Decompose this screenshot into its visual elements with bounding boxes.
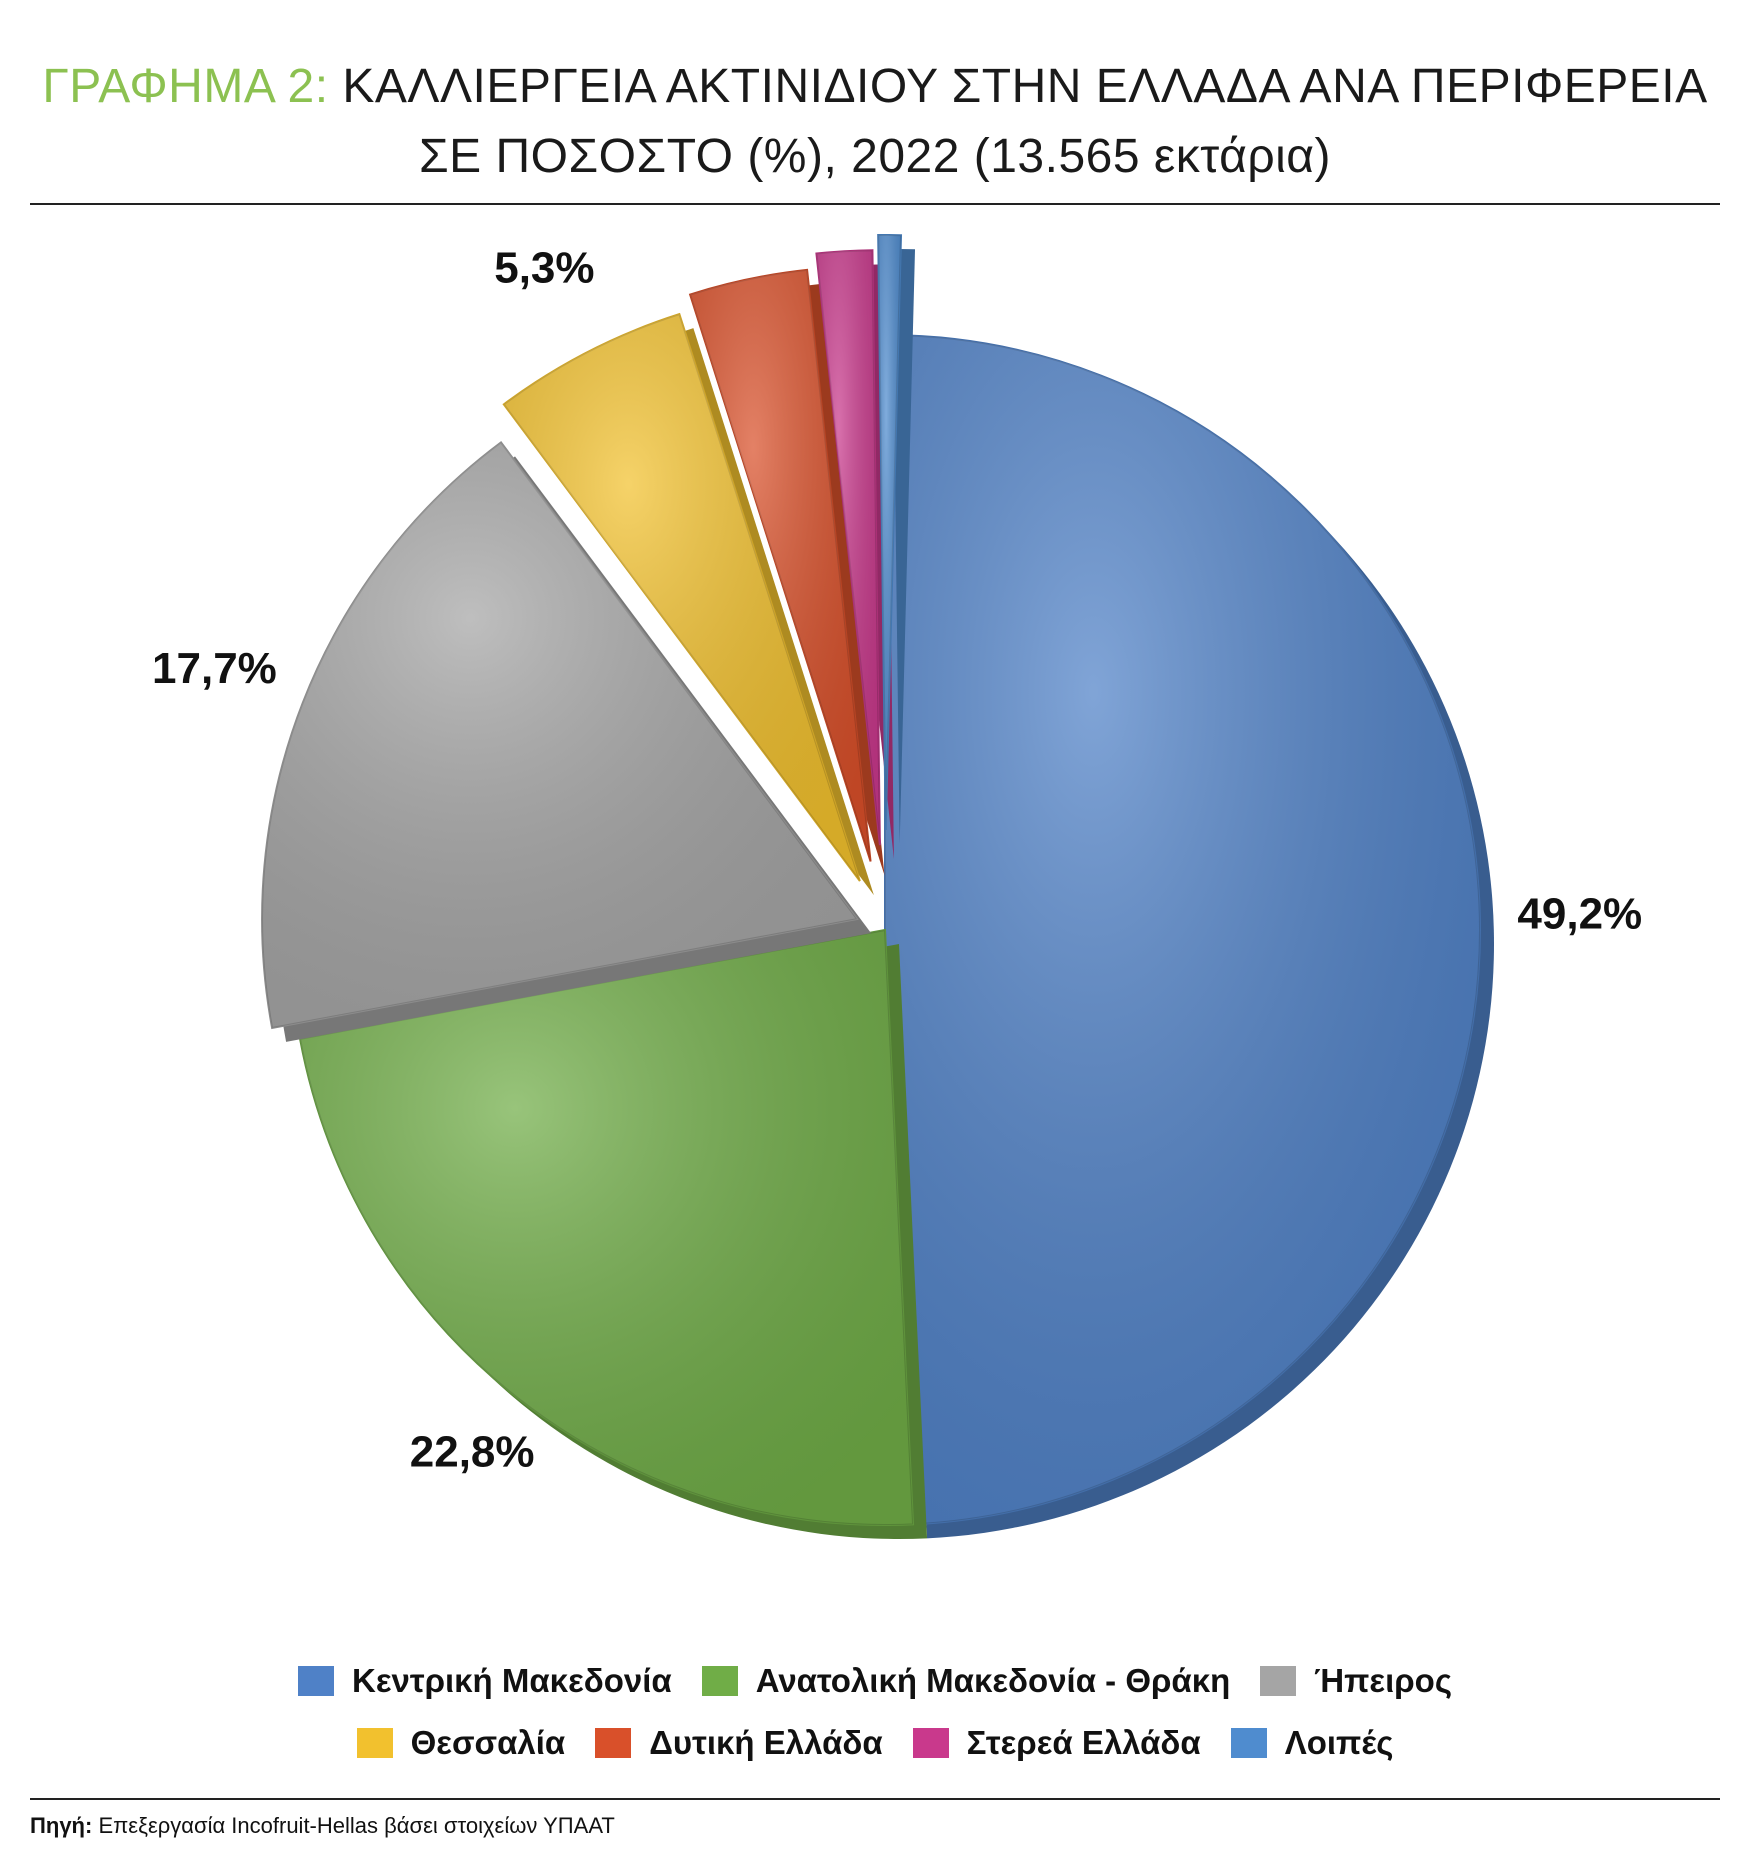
pie-slice-shading [300,930,914,1525]
legend-label: Λοιπές [1284,1724,1394,1761]
legend-row-1: Κεντρική Μακεδονία Ανατολική Μακεδονία - … [0,1650,1750,1712]
legend-swatch [298,1666,334,1696]
legend-label: Κεντρική Μακεδονία [352,1662,672,1699]
legend-swatch [701,1666,738,1696]
legend-item: Ανατολική Μακεδονία - Θράκη [701,1662,1231,1700]
legend-label: Ανατολική Μακεδονία - Θράκη [755,1662,1231,1699]
legend-row-2: Θεσσαλία Δυτική Ελλάδα Στερεά Ελλάδα Λοιπές [0,1712,1750,1774]
source-label: Πηγή: [30,1813,93,1838]
legend-label: Ήπειρος [1314,1662,1452,1699]
pie-label: 17,7% [152,644,277,693]
pie-slice-shading [503,314,860,882]
legend-swatch [912,1728,949,1758]
pie-chart: 49,2%22,8%17,7%5,3%3,2%1,5%0,2% [152,234,1642,1539]
pie-slice-shading [262,442,858,1028]
legend-label: Θεσσαλία [410,1724,566,1761]
legend-swatch [1230,1728,1267,1758]
legend-swatch [356,1728,393,1758]
pie-label: 22,8% [410,1427,535,1476]
pie-labels: 49,2%22,8%17,7%5,3%3,2%1,5%0,2% [152,243,1642,1476]
pie-label: 49,2% [1517,890,1642,939]
source-text: Επεξεργασία Incofruit-Hellas βάσει στοιχ… [98,1813,615,1838]
legend-label: Στερεά Ελλάδα [966,1724,1201,1761]
legend-item: Δυτική Ελλάδα [595,1724,883,1762]
title-line-2: ΣΕ ΠΟΣΟΣΤΟ (%), 2022 (13.565 εκτάρια) [418,130,1332,183]
pie-slice-shading [690,269,871,862]
legend-item: Στερεά Ελλάδα [912,1724,1201,1762]
legend-label: Δυτική Ελλάδα [649,1724,883,1761]
pie-slice-shading [878,235,902,831]
source-note: Πηγή: Επεξεργασία Incofruit-Hellas βάσει… [30,1813,615,1839]
title-prefix: ΓΡΑΦΗΜΑ 2: [42,60,329,113]
legend-item: Θεσσαλία [356,1724,566,1762]
pie-slice-shading [885,335,1481,1525]
legend: Κεντρική Μακεδονία Ανατολική Μακεδονία - … [0,1650,1750,1774]
pie-slices [261,234,1495,1539]
legend-item: Ήπειρος [1260,1662,1452,1700]
pie-slice-shading [816,250,880,846]
pie-slice-depth [892,249,916,845]
chart-title: ΓΡΑΦΗΜΑ 2: ΚΑΛΛΙΕΡΓΕΙΑ ΑΚΤΙΝΙΔΙΟΥ ΣΤΗΝ Ε… [0,52,1750,192]
legend-swatch [595,1728,632,1758]
legend-swatch [1260,1666,1297,1696]
legend-item: Κεντρική Μακεδονία [298,1662,672,1700]
pie-label: 5,3% [494,243,594,292]
title-line-1: ΓΡΑΦΗΜΑ 2: ΚΑΛΛΙΕΡΓΕΙΑ ΑΚΤΙΝΙΔΙΟΥ ΣΤΗΝ Ε… [0,52,1750,122]
bottom-divider [30,1798,1720,1800]
top-divider [30,203,1720,205]
title-main: ΚΑΛΛΙΕΡΓΕΙΑ ΑΚΤΙΝΙΔΙΟΥ ΣΤΗΝ ΕΛΛΑΔΑ ΑΝΑ Π… [342,60,1708,113]
legend-item: Λοιπές [1230,1724,1394,1762]
